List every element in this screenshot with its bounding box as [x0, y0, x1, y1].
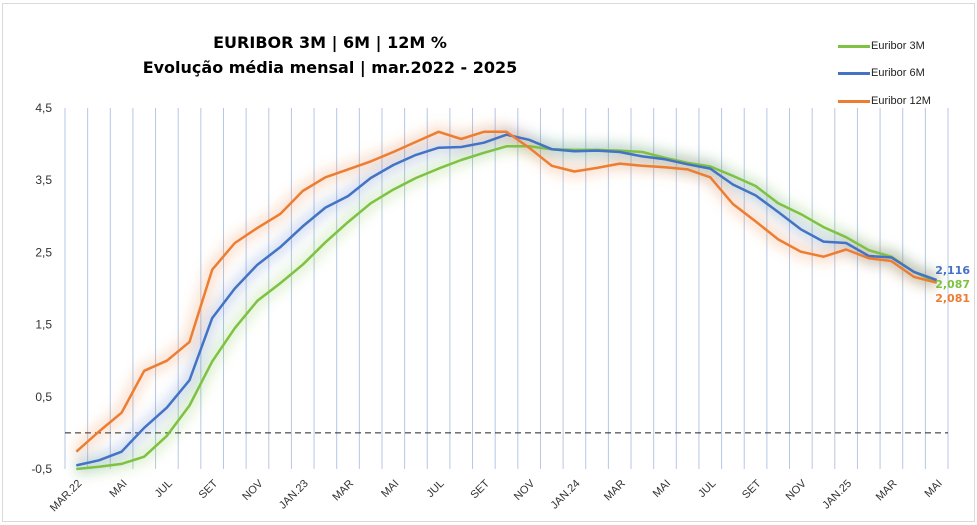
y-axis-ticks: 4,5 3,5 2,5 1,5 0,5 -0,5 [31, 101, 52, 476]
legend-label-3m: Euribor 3M [871, 40, 925, 52]
series-line-euribor-3m [76, 145, 938, 471]
series-glows [71, 124, 940, 476]
y-tick-label: 3,5 [35, 173, 52, 187]
end-label: 2,116 [935, 264, 970, 277]
legend-swatch-3m [838, 44, 870, 48]
x-tick-label: SET [740, 477, 764, 501]
x-tick-label: JUL [696, 478, 718, 500]
x-tick-label: MAI [651, 478, 673, 500]
x-tick-label: JUL [424, 478, 446, 500]
x-axis-ticks: MAR.22 MAI JUL SET NOV JAN.23 MAR MAI JUL SET NOV J… [48, 477, 945, 514]
legend-item-3m: Euribor 3M [838, 40, 925, 52]
x-tick-label: JUL [153, 478, 175, 500]
y-tick-label: 0,5 [35, 390, 52, 404]
series-line-euribor-6m [76, 133, 938, 467]
series-line-euribor-12m [75, 130, 938, 453]
end-label: 2,087 [935, 278, 970, 291]
legend-item-6m: Euribor 6M [838, 67, 925, 79]
x-tick-label: JAN.23 [277, 478, 311, 512]
x-tick-label: JAN.25 [820, 478, 854, 512]
x-tick-label: MAI [379, 478, 401, 500]
y-tick-label: 2,5 [35, 245, 52, 259]
x-tick-label: MAI [922, 478, 944, 500]
x-tick-label: JAN.24 [549, 478, 583, 512]
end-label: 2,081 [935, 292, 970, 305]
vertical-gridlines [64, 108, 949, 469]
y-tick-label: -0,5 [31, 462, 52, 476]
x-tick-label: SET [468, 477, 492, 501]
x-tick-label: MAR [602, 478, 628, 504]
series-lines [75, 130, 938, 471]
legend-label-12m: Euribor 12M [871, 95, 931, 107]
y-tick-label: 4,5 [35, 101, 52, 115]
legend-swatch-6m [838, 71, 870, 75]
legend-label-6m: Euribor 6M [871, 67, 925, 79]
x-tick-label: SET [197, 477, 221, 501]
chart-subtitle: Evolução média mensal | mar.2022 - 2025 [142, 58, 518, 77]
chart-title: EURIBOR 3M | 6M | 12M % [213, 33, 447, 52]
x-tick-label: NOV [784, 477, 810, 503]
legend-item-12m: Euribor 12M [838, 95, 931, 107]
x-tick-label: MAR [874, 478, 900, 504]
x-tick-label: NOV [240, 477, 266, 503]
x-tick-label: MAR [330, 478, 356, 504]
x-tick-label: MAI [107, 478, 129, 500]
x-tick-label: NOV [512, 477, 538, 503]
legend-swatch-12m [838, 99, 870, 103]
x-tick-label: MAR.22 [48, 478, 85, 515]
y-tick-label: 1,5 [35, 318, 52, 332]
